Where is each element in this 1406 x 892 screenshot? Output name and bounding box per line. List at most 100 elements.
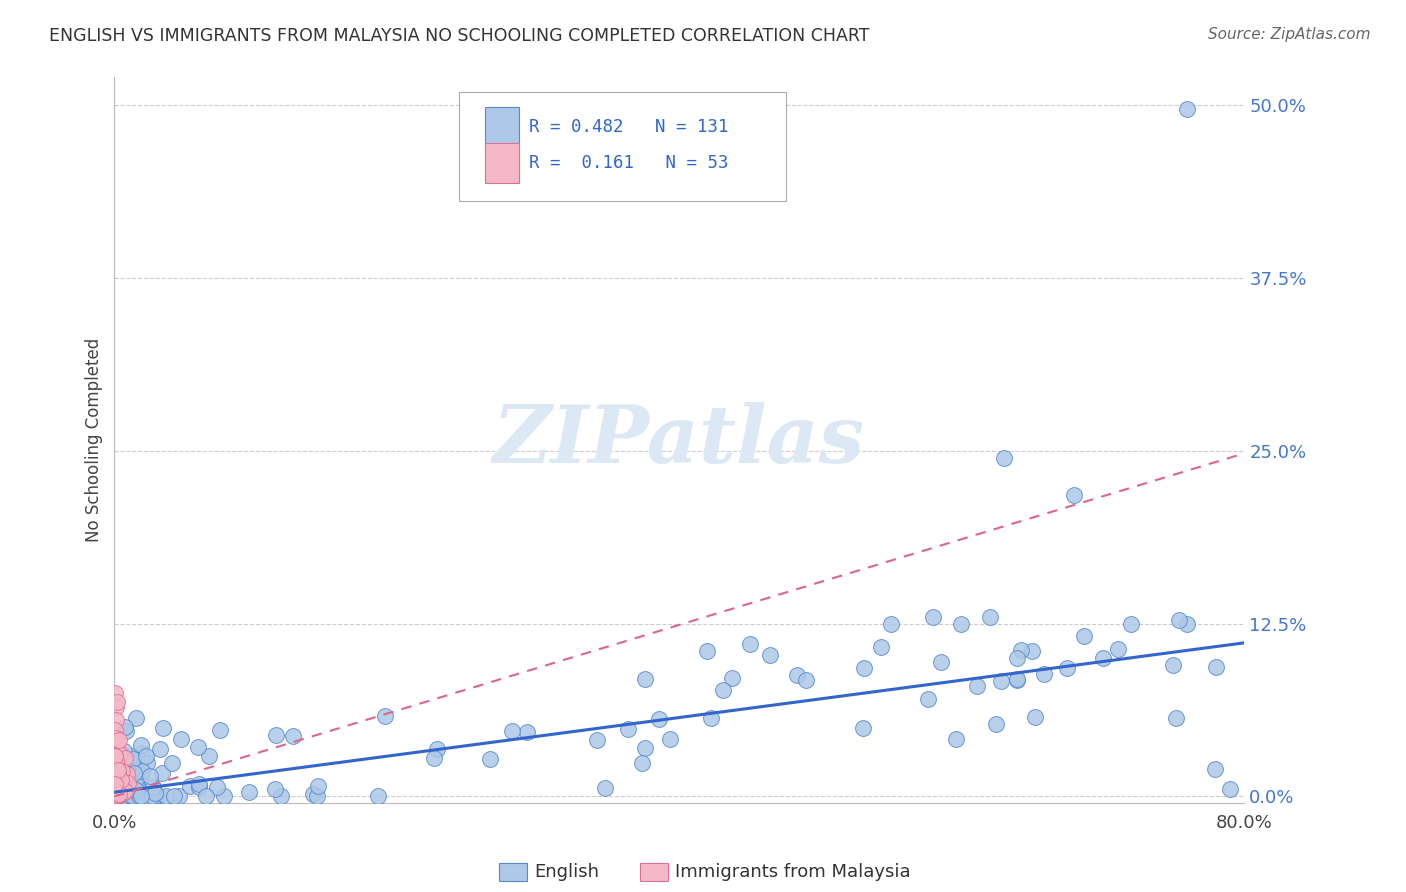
Point xyxy=(125,789,148,804)
Point xyxy=(110,787,132,801)
Text: Source: ZipAtlas.com: Source: ZipAtlas.com xyxy=(1208,27,1371,42)
Point xyxy=(111,771,134,785)
Point xyxy=(104,785,127,799)
Point xyxy=(122,752,145,766)
Point xyxy=(1167,613,1189,627)
Point xyxy=(1204,762,1226,776)
Point xyxy=(634,672,657,686)
Point xyxy=(1073,629,1095,643)
Point xyxy=(105,773,128,788)
Point xyxy=(127,780,149,795)
Point xyxy=(1007,650,1029,665)
Point xyxy=(1024,710,1046,724)
Point xyxy=(945,732,967,747)
Point xyxy=(721,671,744,685)
Point xyxy=(122,789,145,804)
Point xyxy=(118,778,141,792)
Point xyxy=(104,750,127,764)
Point xyxy=(124,711,146,725)
Point xyxy=(1033,666,1056,681)
Point xyxy=(738,637,761,651)
Y-axis label: No Schooling Completed: No Schooling Completed xyxy=(86,338,103,542)
Point xyxy=(1119,616,1142,631)
Point xyxy=(852,721,875,735)
Point xyxy=(108,787,131,801)
Point xyxy=(659,731,682,746)
Point xyxy=(870,640,893,654)
Point xyxy=(105,767,128,781)
Point xyxy=(167,789,190,804)
Point xyxy=(929,655,952,669)
Point xyxy=(105,758,128,772)
Point xyxy=(586,733,609,747)
Point xyxy=(1219,782,1241,797)
Point xyxy=(794,673,817,688)
Point xyxy=(104,686,127,700)
Point xyxy=(187,740,209,755)
Point xyxy=(104,777,127,791)
Point xyxy=(104,741,127,756)
Point xyxy=(1107,642,1129,657)
Point xyxy=(1161,658,1184,673)
Point xyxy=(142,780,165,794)
Point xyxy=(1005,673,1028,688)
Point xyxy=(105,783,128,797)
Point xyxy=(104,756,127,771)
Point xyxy=(103,769,125,783)
Point xyxy=(264,728,287,742)
Point xyxy=(104,714,127,728)
Point xyxy=(107,776,129,790)
Point xyxy=(135,756,157,771)
Point xyxy=(160,756,183,770)
Point xyxy=(135,748,157,763)
Point xyxy=(194,789,217,804)
Point xyxy=(108,733,131,747)
Point xyxy=(108,777,131,791)
Point xyxy=(103,789,125,804)
Point xyxy=(758,648,780,662)
Point xyxy=(198,749,221,764)
Point xyxy=(105,785,128,799)
Point xyxy=(111,784,134,798)
Point xyxy=(104,751,127,765)
Point xyxy=(120,789,142,804)
Point xyxy=(107,786,129,800)
Point xyxy=(120,749,142,764)
Point xyxy=(107,766,129,780)
Point xyxy=(128,789,150,804)
Point xyxy=(141,789,163,804)
Point xyxy=(145,789,167,804)
Point xyxy=(107,789,129,804)
Point xyxy=(852,661,875,675)
Point xyxy=(139,769,162,783)
Point xyxy=(115,756,138,770)
Point xyxy=(105,695,128,709)
Point xyxy=(1063,488,1085,502)
Point xyxy=(1175,102,1198,116)
Point xyxy=(1056,661,1078,675)
Point xyxy=(104,748,127,763)
Point xyxy=(595,781,617,796)
Point xyxy=(263,782,285,797)
Point xyxy=(117,775,139,789)
Point xyxy=(129,789,152,804)
Text: ENGLISH VS IMMIGRANTS FROM MALAYSIA NO SCHOOLING COMPLETED CORRELATION CHART: ENGLISH VS IMMIGRANTS FROM MALAYSIA NO S… xyxy=(49,27,870,45)
Text: ZIPatlas: ZIPatlas xyxy=(494,401,865,479)
Point xyxy=(108,747,131,762)
Point xyxy=(1164,711,1187,725)
Point xyxy=(950,616,973,631)
Point xyxy=(131,747,153,761)
Point xyxy=(124,762,146,776)
Point xyxy=(107,788,129,802)
Point xyxy=(990,673,1012,688)
Point xyxy=(104,788,127,802)
Point xyxy=(648,713,671,727)
Point xyxy=(122,783,145,797)
Point xyxy=(104,770,127,784)
Point xyxy=(125,783,148,797)
Point xyxy=(103,756,125,771)
Point xyxy=(152,721,174,735)
Point xyxy=(105,772,128,786)
Point xyxy=(104,699,127,714)
Point xyxy=(115,767,138,781)
